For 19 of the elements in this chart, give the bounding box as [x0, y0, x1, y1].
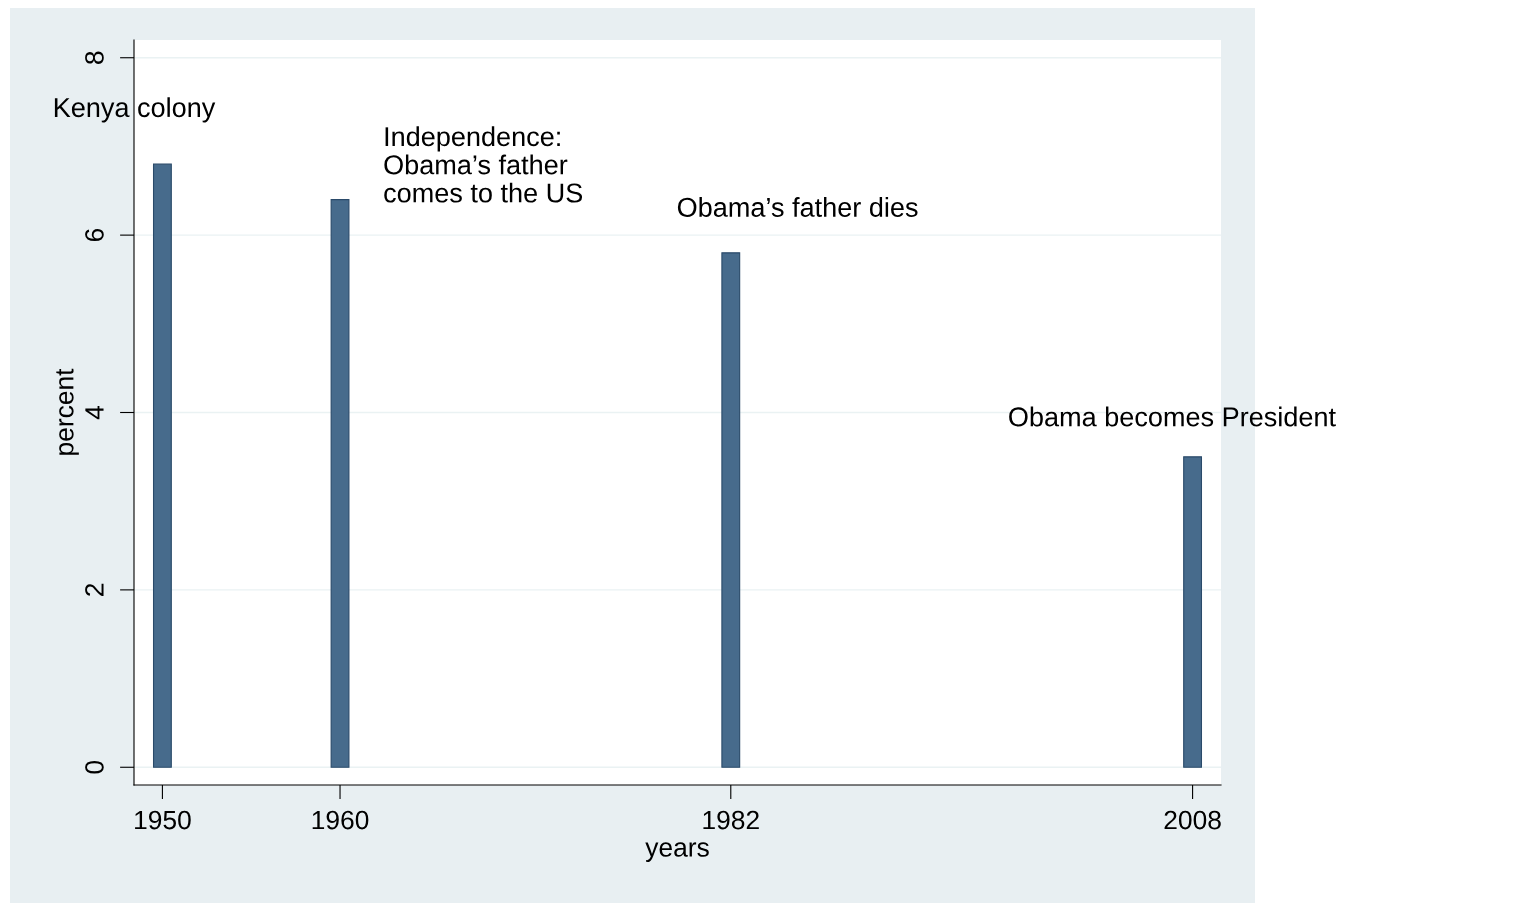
x-tick-label: 1950 [135, 810, 191, 830]
bar [152, 163, 172, 768]
annotation: Obama’s father dies [677, 197, 918, 217]
x-tick-label: 1960 [312, 810, 369, 830]
y-tick-label: 6 [85, 228, 104, 242]
annotation: Independence: Obama’s father comes to the US [384, 126, 583, 203]
x-tick-label: 1982 [703, 810, 759, 830]
y-tick-label: 2 [85, 583, 104, 596]
y-axis-title: percent [56, 368, 79, 455]
bar [721, 252, 741, 768]
bar [1183, 456, 1203, 768]
annotation: Obama becomes President [1009, 406, 1336, 427]
x-axis-title: years [645, 842, 709, 862]
y-tick-label: 8 [85, 51, 104, 64]
y-tick-label: 0 [85, 760, 104, 774]
x-tick-label: 2008 [1164, 810, 1221, 830]
y-tick-label: 4 [85, 405, 104, 420]
bar [330, 199, 350, 768]
annotation: Kenya colony [54, 97, 216, 123]
